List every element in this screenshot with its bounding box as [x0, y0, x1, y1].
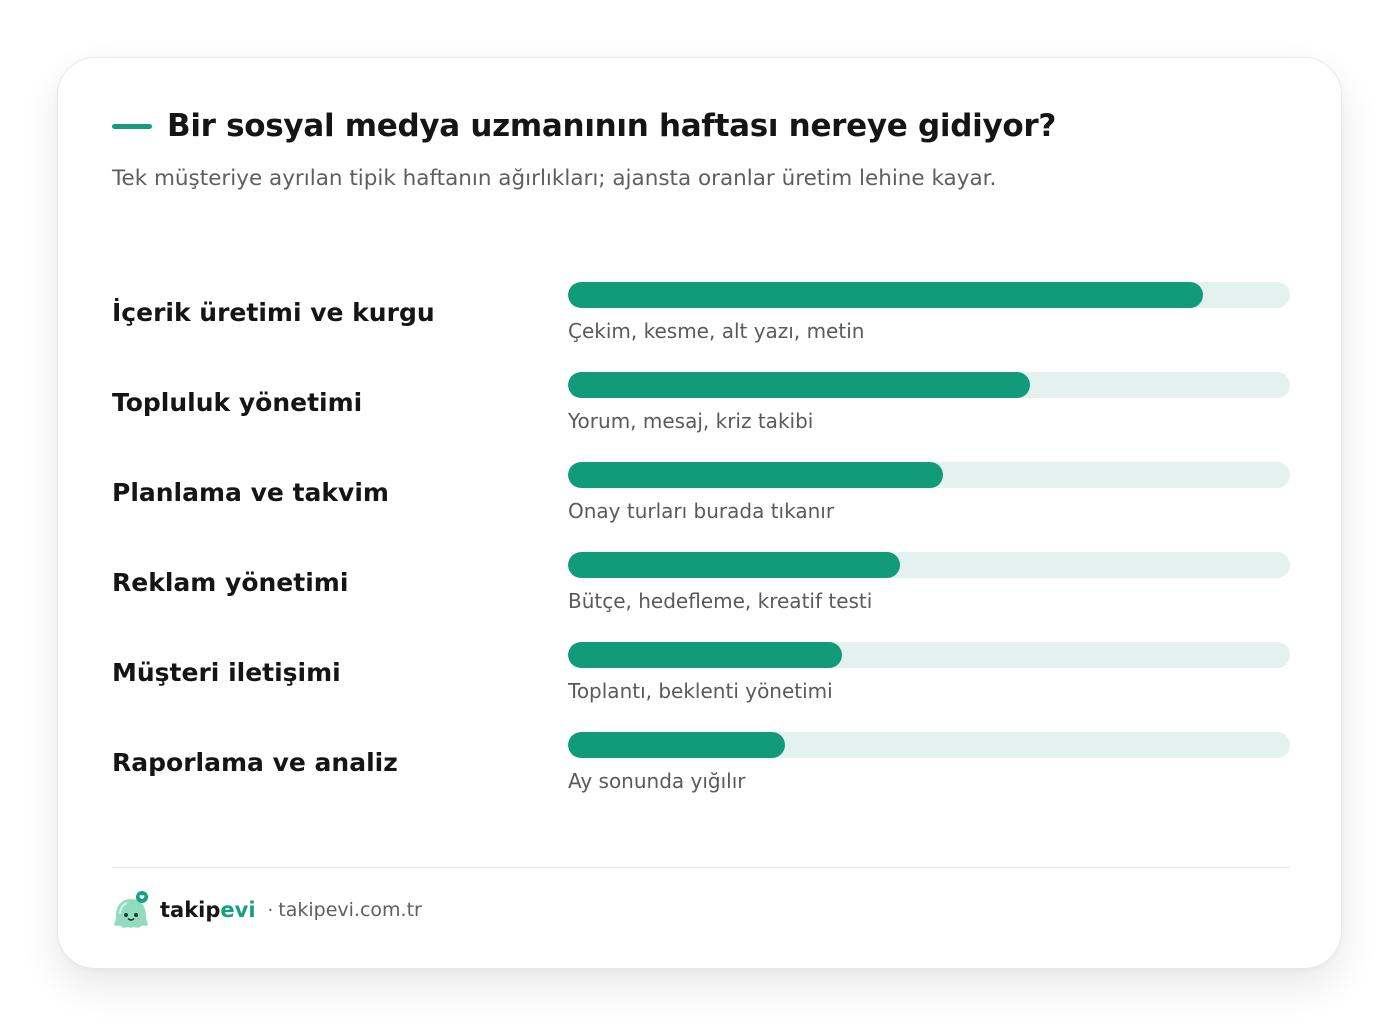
- site-url: takipevi.com.tr: [278, 899, 422, 921]
- title-row: Bir sosyal medya uzmanının haftası nerey…: [112, 108, 1056, 144]
- bar-row: Planlama ve takvim Onay turları burada tı…: [58, 462, 1341, 542]
- bar-note: Ay sonunda yığılır: [568, 769, 746, 793]
- bar-track: [568, 732, 1290, 758]
- bar-row: İçerik üretimi ve kurgu Çekim, kesme, alt…: [58, 282, 1341, 362]
- chart-card: Bir sosyal medya uzmanının haftası nerey…: [57, 57, 1342, 969]
- category-label: Topluluk yönetimi: [112, 388, 363, 417]
- category-label: Raporlama ve analiz: [112, 748, 398, 777]
- bar-track: [568, 282, 1290, 308]
- footer-separator: ·: [267, 899, 274, 921]
- category-label: Müşteri iletişimi: [112, 658, 341, 687]
- title-accent-dash: [112, 123, 152, 129]
- bar-track: [568, 462, 1290, 488]
- ghost-mascot-icon: [114, 891, 148, 928]
- bar-fill: [568, 372, 1031, 398]
- bar-row: Raporlama ve analiz Ay sonunda yığılır: [58, 732, 1341, 812]
- bar-track: [568, 642, 1290, 668]
- bar-fill: [568, 552, 901, 578]
- bar-row: Reklam yönetimi Bütçe, hedefleme, kreatif…: [58, 552, 1341, 632]
- bar-track: [568, 552, 1290, 578]
- bar-note: Bütçe, hedefleme, kreatif testi: [568, 589, 873, 613]
- bar-row: Müşteri iletişimi Toplantı, beklenti yöne…: [58, 642, 1341, 722]
- bar-row: Topluluk yönetimi Yorum, mesaj, kriz taki…: [58, 372, 1341, 452]
- bar-fill: [568, 282, 1204, 308]
- bar-fill: [568, 462, 944, 488]
- category-label: Planlama ve takvim: [112, 478, 389, 507]
- brand-name-main: takip: [160, 898, 221, 922]
- category-label: İçerik üretimi ve kurgu: [112, 298, 435, 327]
- brand-name: takipevi: [160, 898, 256, 922]
- brand-name-accent: evi: [220, 898, 256, 922]
- bar-track: [568, 372, 1290, 398]
- bar-note: Çekim, kesme, alt yazı, metin: [568, 319, 865, 343]
- chart-subtitle: Tek müşteriye ayrılan tipik haftanın ağı…: [112, 166, 997, 191]
- bar-fill: [568, 732, 785, 758]
- chart-title: Bir sosyal medya uzmanının haftası nerey…: [167, 108, 1057, 144]
- bar-fill: [568, 642, 843, 668]
- footer-divider: [112, 867, 1290, 868]
- category-label: Reklam yönetimi: [112, 568, 349, 597]
- footer: takipevi · takipevi.com.tr: [112, 890, 422, 930]
- bar-note: Yorum, mesaj, kriz takibi: [568, 409, 814, 433]
- bar-note: Onay turları burada tıkanır: [568, 499, 835, 523]
- bar-note: Toplantı, beklenti yönetimi: [568, 679, 833, 703]
